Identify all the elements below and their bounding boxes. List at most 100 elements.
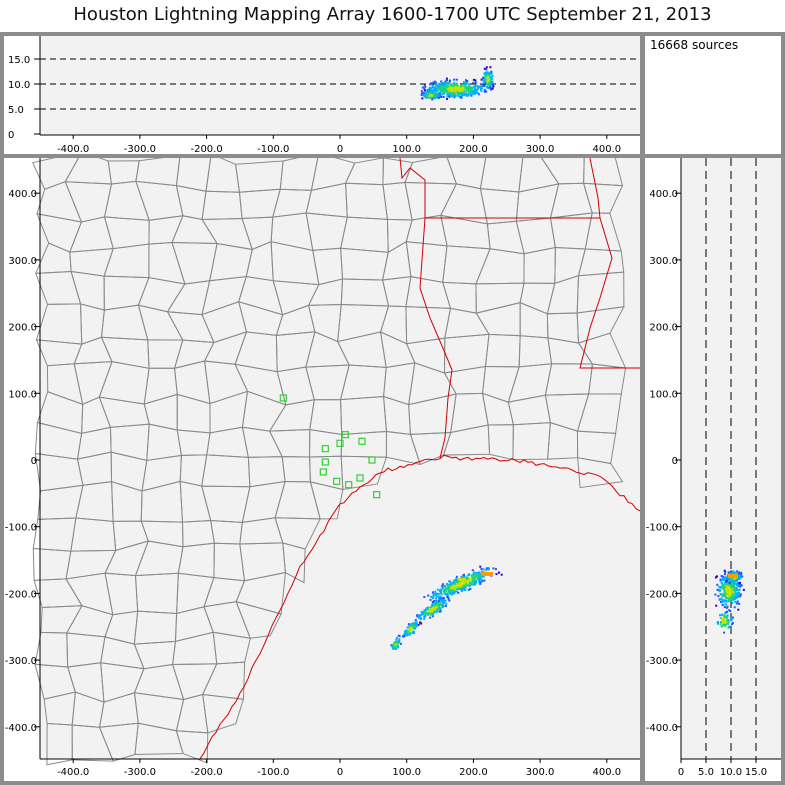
county-boundary <box>241 216 274 251</box>
side-y-tick-label: 200.0 <box>649 323 678 334</box>
lightning-source <box>409 632 411 635</box>
county-boundary <box>577 457 624 489</box>
lightning-source <box>429 606 432 609</box>
altitude-source <box>739 576 742 579</box>
altitude-source <box>737 589 740 592</box>
county-boundary <box>479 188 520 225</box>
lightning-source <box>479 565 482 568</box>
lightning-source <box>463 588 465 591</box>
altitude-source <box>485 66 488 69</box>
county-boundary <box>405 241 448 283</box>
altitude-source <box>724 592 727 595</box>
altitude-source <box>445 89 448 92</box>
county-boundary <box>206 426 249 458</box>
lightning-source <box>447 596 450 599</box>
lma-station-marker <box>373 491 381 499</box>
lightning-source <box>410 625 413 628</box>
altitude-source <box>443 86 446 88</box>
altitude-source <box>467 91 470 94</box>
lightning-peak <box>458 578 466 581</box>
altitude-source <box>733 587 736 589</box>
lightning-source <box>460 584 463 587</box>
lightning-source <box>440 598 443 601</box>
altitude-source <box>724 594 727 597</box>
lightning-source <box>459 582 462 585</box>
altitude-source <box>437 85 440 88</box>
lightning-source <box>487 568 490 571</box>
lightning-source <box>449 587 452 590</box>
altitude-source <box>459 96 462 99</box>
county-boundary <box>340 395 388 435</box>
altitude-source <box>722 587 725 590</box>
lightning-source <box>479 582 482 585</box>
county-boundary <box>133 692 185 732</box>
lightning-source <box>447 593 450 596</box>
altitude-source <box>726 585 729 588</box>
altitude-source <box>470 89 472 92</box>
altitude-source <box>467 86 469 89</box>
altitude-source <box>727 622 729 625</box>
altitude-source <box>722 624 725 627</box>
lightning-source <box>433 604 436 607</box>
lightning-source <box>442 599 445 602</box>
lightning-source <box>451 585 454 588</box>
altitude-source <box>486 86 489 88</box>
altitude-source <box>453 96 456 99</box>
altitude-source <box>726 591 729 594</box>
county-boundary <box>404 181 458 221</box>
altitude-source <box>740 571 743 574</box>
altitude-y-plot: 400.0 300.0 200.0 100.0 0 -100.0 -200.0 -300.0 -… <box>646 158 781 778</box>
altitude-source <box>732 616 734 619</box>
lightning-source <box>419 618 422 621</box>
altitude-source <box>722 595 725 598</box>
altitude-source <box>735 577 738 580</box>
lightning-source <box>429 616 432 619</box>
altitude-source <box>442 82 444 85</box>
altitude-source <box>716 575 718 578</box>
altitude-source <box>720 601 723 603</box>
altitude-source <box>734 579 737 582</box>
county-boundary <box>382 181 413 221</box>
lightning-source <box>436 595 439 598</box>
altitude-source <box>719 617 722 620</box>
altitude-source <box>738 588 741 591</box>
altitude-source <box>722 617 725 620</box>
altitude-source <box>724 588 727 591</box>
altitude-source <box>484 75 487 78</box>
altitude-source <box>483 78 486 81</box>
lightning-source <box>431 615 434 618</box>
altitude-source <box>714 576 717 579</box>
altitude-source <box>471 89 474 92</box>
altitude-source <box>440 89 442 92</box>
altitude-source <box>474 91 477 94</box>
lightning-source <box>452 583 455 586</box>
altitude-source <box>422 91 425 94</box>
county-boundary <box>274 517 321 550</box>
altitude-source <box>451 94 454 97</box>
altitude-source <box>484 73 487 76</box>
altitude-source <box>449 79 451 82</box>
lightning-source <box>403 635 406 637</box>
altitude-source <box>438 92 441 95</box>
lightning-source <box>460 588 463 591</box>
altitude-source <box>731 578 734 581</box>
altitude-source <box>437 95 440 97</box>
altitude-source <box>440 80 443 83</box>
altitude-source <box>431 91 434 94</box>
county-boundary <box>103 275 150 311</box>
lightning-source <box>452 588 455 591</box>
lightning-source <box>442 597 445 600</box>
lightning-source <box>418 616 421 619</box>
altitude-source <box>457 95 460 97</box>
county-boundary <box>176 429 211 456</box>
lightning-source <box>406 626 409 629</box>
altitude-source <box>734 588 737 591</box>
county-boundary <box>507 363 553 403</box>
county-boundary <box>440 214 491 250</box>
altitude-source <box>440 83 443 86</box>
lightning-source <box>436 602 439 605</box>
county-boundary <box>137 304 184 341</box>
lightning-source <box>438 602 441 605</box>
altitude-source <box>449 91 452 94</box>
top-x-tick-label: 200.0 <box>459 144 488 154</box>
